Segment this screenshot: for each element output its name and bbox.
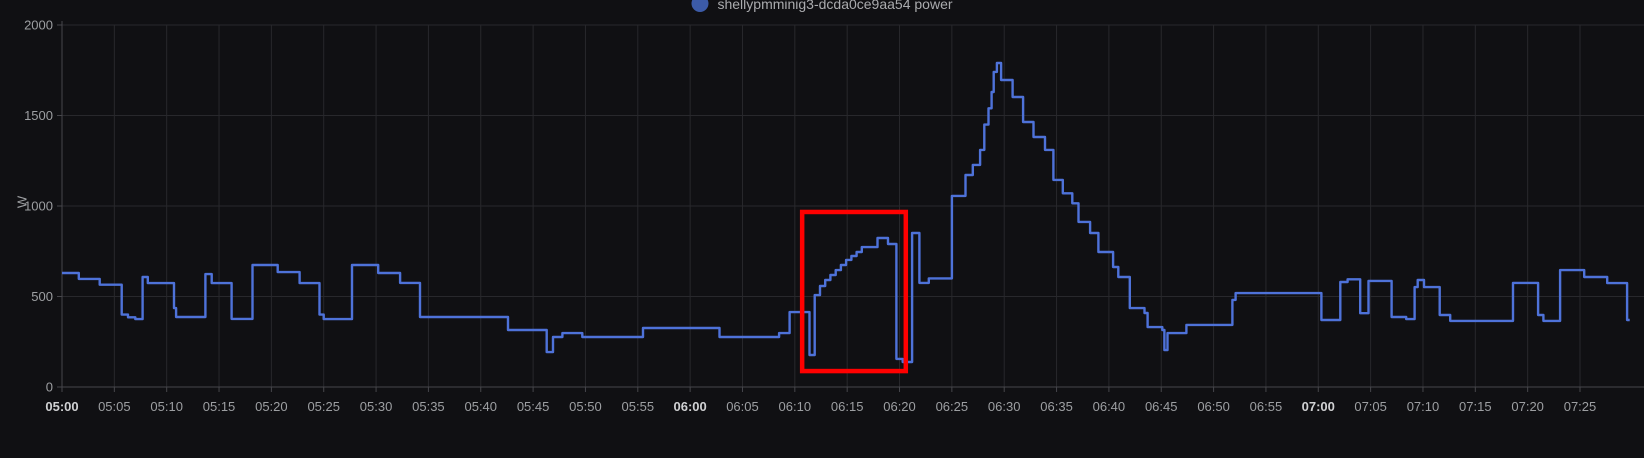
x-tick-label: 07:05 bbox=[1354, 399, 1387, 414]
x-tick-label: 06:05 bbox=[726, 399, 759, 414]
x-tick-label: 05:30 bbox=[360, 399, 393, 414]
x-tick-label: 06:40 bbox=[1093, 399, 1126, 414]
x-tick-label: 06:20 bbox=[883, 399, 916, 414]
x-tick-label: 05:55 bbox=[622, 399, 655, 414]
x-tick-label: 05:10 bbox=[150, 399, 183, 414]
y-tick-label: 2000 bbox=[24, 18, 53, 33]
annotation-rect bbox=[799, 209, 909, 374]
x-tick-label: 05:20 bbox=[255, 399, 288, 414]
legend-series-label: shellypmminig3-dcda0ce9aa54 power bbox=[717, 0, 953, 12]
x-tick-label: 06:35 bbox=[1040, 399, 1073, 414]
x-tick-label: 06:10 bbox=[779, 399, 812, 414]
x-tick-label: 05:15 bbox=[203, 399, 236, 414]
x-tick-label: 05:05 bbox=[98, 399, 131, 414]
x-tick-label: 05:35 bbox=[412, 399, 445, 414]
x-tick-label: 06:25 bbox=[936, 399, 969, 414]
y-tick-label: 1000 bbox=[24, 199, 53, 214]
x-tick-label: 07:20 bbox=[1511, 399, 1544, 414]
legend-series-dot bbox=[691, 0, 709, 12]
x-tick-label: 05:45 bbox=[517, 399, 550, 414]
x-tick-label: 07:00 bbox=[1302, 399, 1335, 414]
x-tick-label: 05:25 bbox=[307, 399, 340, 414]
x-tick-label: 07:10 bbox=[1407, 399, 1440, 414]
x-tick-label: 07:15 bbox=[1459, 399, 1492, 414]
y-tick-label: 1500 bbox=[24, 108, 53, 123]
x-tick-label: 06:55 bbox=[1250, 399, 1283, 414]
y-tick-label: 500 bbox=[31, 289, 53, 304]
x-tick-label: 05:00 bbox=[45, 399, 78, 414]
x-tick-label: 06:45 bbox=[1145, 399, 1178, 414]
x-tick-label: 06:15 bbox=[831, 399, 864, 414]
x-tick-label: 05:50 bbox=[569, 399, 602, 414]
x-tick-label: 06:50 bbox=[1197, 399, 1230, 414]
x-tick-label: 07:25 bbox=[1564, 399, 1597, 414]
y-axis-unit-label: W bbox=[14, 195, 30, 209]
y-tick-label: 0 bbox=[46, 380, 53, 395]
series-line bbox=[62, 61, 1630, 364]
legend-item[interactable]: shellypmminig3-dcda0ce9aa54 power bbox=[691, 0, 953, 12]
x-tick-label: 05:40 bbox=[464, 399, 497, 414]
x-tick-label: 06:00 bbox=[674, 399, 707, 414]
x-tick-label: 06:30 bbox=[988, 399, 1021, 414]
